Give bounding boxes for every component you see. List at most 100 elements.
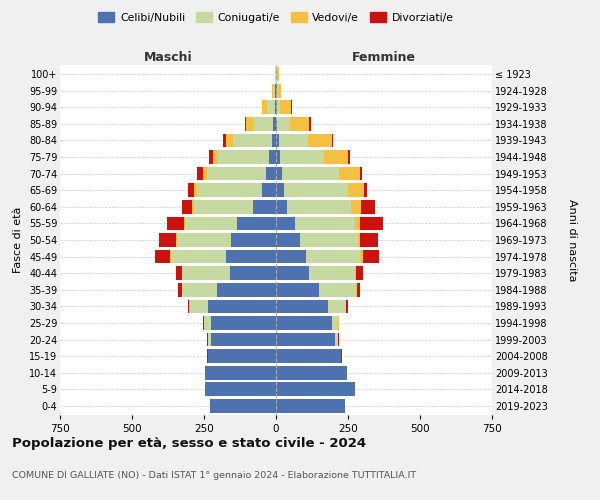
Bar — [197, 167, 203, 180]
Bar — [212, 150, 218, 164]
Bar — [210, 399, 276, 412]
Bar — [276, 350, 341, 363]
Bar — [273, 117, 276, 130]
Bar — [290, 117, 309, 130]
Bar — [211, 332, 276, 346]
Bar — [309, 117, 311, 130]
Bar — [226, 134, 233, 147]
Bar — [276, 184, 284, 197]
Bar — [351, 200, 361, 213]
Bar — [275, 100, 276, 114]
Bar — [226, 250, 276, 264]
Bar — [309, 266, 355, 280]
Bar — [155, 250, 170, 264]
Bar — [176, 233, 232, 247]
Bar — [356, 266, 363, 280]
Bar — [208, 300, 276, 313]
Bar — [176, 266, 182, 280]
Bar — [361, 250, 362, 264]
Bar — [283, 167, 340, 180]
Bar — [237, 216, 276, 230]
Bar — [203, 316, 204, 330]
Bar — [217, 283, 276, 296]
Bar — [233, 134, 272, 147]
Bar — [245, 117, 247, 130]
Bar — [194, 200, 253, 213]
Bar — [262, 184, 276, 197]
Bar — [178, 283, 182, 296]
Bar — [184, 216, 185, 230]
Bar — [203, 167, 207, 180]
Bar — [205, 366, 276, 380]
Bar — [223, 134, 226, 147]
Bar — [332, 316, 338, 330]
Bar — [182, 283, 217, 296]
Bar — [340, 167, 359, 180]
Legend: Celibi/Nubili, Coniugati/e, Vedovi/e, Divorziati/e: Celibi/Nubili, Coniugati/e, Vedovi/e, Di… — [94, 8, 458, 27]
Bar — [266, 167, 276, 180]
Bar — [284, 184, 348, 197]
Bar — [188, 184, 194, 197]
Text: COMUNE DI GALLIATE (NO) - Dati ISTAT 1° gennaio 2024 - Elaborazione TUTTITALIA.I: COMUNE DI GALLIATE (NO) - Dati ISTAT 1° … — [12, 470, 416, 480]
Bar — [276, 216, 295, 230]
Bar — [355, 266, 356, 280]
Bar — [188, 300, 190, 313]
Bar — [328, 300, 346, 313]
Bar — [295, 216, 355, 230]
Bar — [185, 216, 237, 230]
Bar — [190, 300, 208, 313]
Bar — [194, 184, 197, 197]
Bar — [211, 316, 276, 330]
Bar — [262, 100, 268, 114]
Bar — [253, 200, 276, 213]
Bar — [197, 184, 262, 197]
Bar — [167, 216, 184, 230]
Bar — [276, 150, 280, 164]
Bar — [308, 134, 332, 147]
Text: Popolazione per età, sesso e stato civile - 2024: Popolazione per età, sesso e stato civil… — [12, 438, 366, 450]
Bar — [276, 300, 328, 313]
Text: Maschi: Maschi — [143, 51, 193, 64]
Bar — [272, 84, 273, 98]
Bar — [209, 150, 212, 164]
Bar — [204, 316, 211, 330]
Bar — [348, 150, 350, 164]
Bar — [276, 250, 306, 264]
Bar — [277, 68, 279, 81]
Bar — [230, 266, 276, 280]
Bar — [276, 382, 355, 396]
Bar — [205, 382, 276, 396]
Bar — [218, 150, 269, 164]
Bar — [280, 100, 291, 114]
Bar — [332, 134, 334, 147]
Bar — [208, 332, 211, 346]
Bar — [273, 84, 275, 98]
Bar — [356, 283, 357, 296]
Bar — [232, 233, 276, 247]
Bar — [276, 332, 335, 346]
Bar — [276, 100, 277, 114]
Bar — [208, 350, 276, 363]
Bar — [364, 184, 367, 197]
Bar — [171, 250, 226, 264]
Bar — [207, 167, 266, 180]
Bar — [358, 233, 361, 247]
Bar — [254, 117, 273, 130]
Text: Femmine: Femmine — [352, 51, 416, 64]
Bar — [357, 283, 360, 296]
Bar — [359, 167, 362, 180]
Y-axis label: Anni di nascita: Anni di nascita — [567, 198, 577, 281]
Bar — [362, 250, 379, 264]
Bar — [277, 100, 280, 114]
Bar — [287, 200, 351, 213]
Bar — [276, 233, 301, 247]
Bar — [348, 184, 364, 197]
Y-axis label: Fasce di età: Fasce di età — [13, 207, 23, 273]
Bar — [361, 233, 378, 247]
Bar — [278, 84, 281, 98]
Bar — [276, 399, 345, 412]
Bar — [355, 216, 361, 230]
Bar — [276, 283, 319, 296]
Bar — [247, 117, 254, 130]
Bar — [306, 250, 361, 264]
